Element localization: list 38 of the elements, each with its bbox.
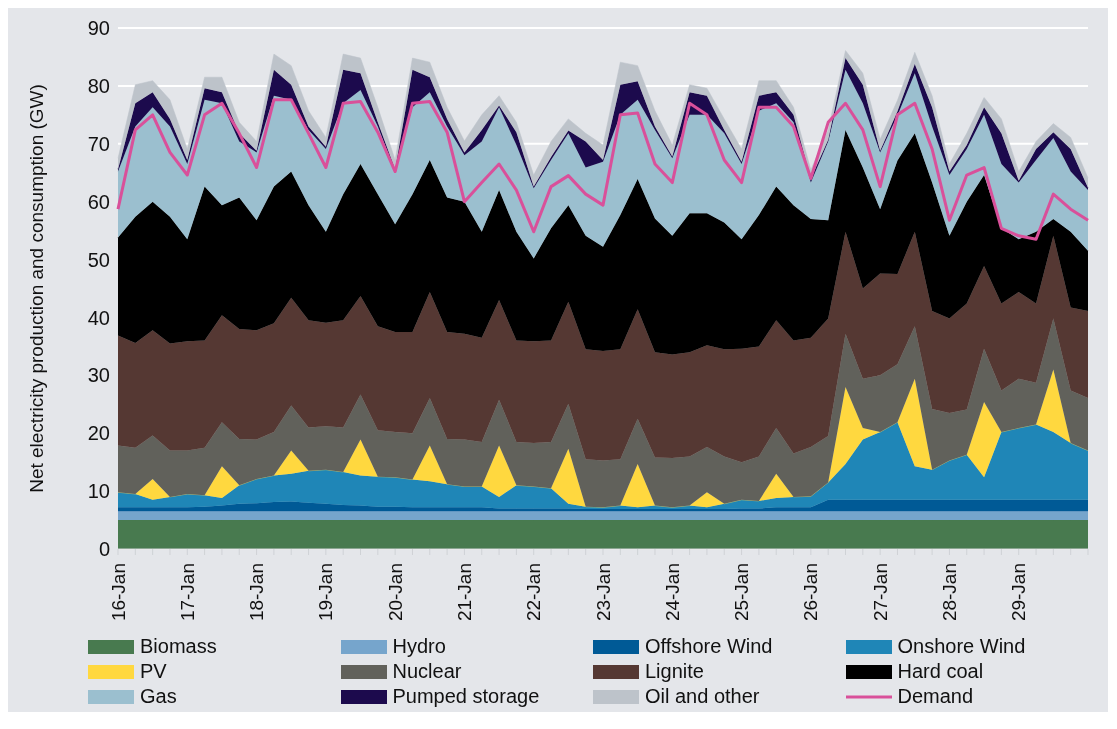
y-tick-label: 50 xyxy=(87,248,110,271)
x-tick-label: 23-Jan xyxy=(592,563,614,622)
legend-label: Lignite xyxy=(645,660,704,683)
legend-label: Hydro xyxy=(392,635,446,658)
x-tick-label: 25-Jan xyxy=(731,563,753,622)
x-tick-label: 21-Jan xyxy=(454,563,476,622)
legend-label: Offshore Wind xyxy=(645,635,773,658)
y-tick-label: 80 xyxy=(87,74,110,97)
legend-label: Oil and other xyxy=(645,685,760,708)
legend-label: Pumped storage xyxy=(392,685,540,708)
x-tick-label: 29-Jan xyxy=(1008,563,1030,622)
y-tick-label: 60 xyxy=(87,190,110,213)
x-tick-label: 19-Jan xyxy=(315,563,337,622)
x-tick-label: 16-Jan xyxy=(107,563,129,622)
y-tick-label: 0 xyxy=(98,538,110,561)
y-tick-label: 10 xyxy=(87,480,110,503)
legend-label: PV xyxy=(140,660,167,683)
legend-label: Nuclear xyxy=(392,660,462,683)
x-tick-label: 20-Jan xyxy=(384,563,406,622)
x-tick-label: 28-Jan xyxy=(939,563,961,622)
x-tick-label: 22-Jan xyxy=(523,563,545,622)
x-tick-label: 26-Jan xyxy=(800,563,822,622)
legend-label: Biomass xyxy=(140,635,217,658)
y-tick-label: 40 xyxy=(87,306,110,329)
x-tick-label: 27-Jan xyxy=(869,563,891,622)
y-tick-label: 70 xyxy=(87,132,110,155)
legend-label: Demand xyxy=(897,685,974,708)
y-tick-label: 20 xyxy=(87,422,110,445)
legend-label: Onshore Wind xyxy=(897,635,1026,658)
y-tick-label: 30 xyxy=(87,364,110,387)
x-tick-label: 18-Jan xyxy=(246,563,268,622)
legend-label: Hard coal xyxy=(897,660,984,683)
x-tick-label: 17-Jan xyxy=(176,563,198,622)
y-axis-title: Net electricity production and consumption (GW) xyxy=(25,84,47,493)
x-tick-label: 24-Jan xyxy=(661,563,683,622)
y-tick-label: 90 xyxy=(87,17,110,40)
legend-label: Gas xyxy=(140,685,177,708)
line-series xyxy=(116,98,1090,241)
